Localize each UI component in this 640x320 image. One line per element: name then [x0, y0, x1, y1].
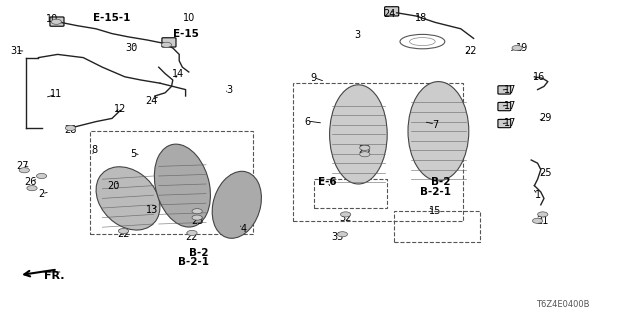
Text: 15: 15: [429, 206, 442, 216]
Text: 18: 18: [415, 12, 428, 23]
Circle shape: [161, 42, 172, 47]
Text: B-2-1: B-2-1: [178, 257, 209, 268]
Circle shape: [192, 215, 202, 220]
Text: 3: 3: [354, 30, 360, 40]
Text: 17: 17: [504, 100, 516, 111]
FancyBboxPatch shape: [498, 119, 511, 128]
Circle shape: [337, 232, 348, 237]
Text: E-15: E-15: [173, 28, 198, 39]
Text: 27: 27: [16, 161, 29, 172]
Text: 1: 1: [534, 190, 541, 200]
Circle shape: [192, 209, 202, 214]
Text: 25: 25: [539, 168, 552, 178]
Text: B-2: B-2: [431, 177, 450, 188]
Circle shape: [187, 230, 197, 236]
Circle shape: [538, 212, 548, 217]
Ellipse shape: [408, 82, 468, 181]
Text: 13: 13: [146, 204, 159, 215]
Circle shape: [118, 228, 129, 234]
Text: 10: 10: [46, 14, 59, 24]
Circle shape: [360, 152, 370, 157]
FancyBboxPatch shape: [498, 102, 511, 111]
Circle shape: [36, 173, 47, 179]
Text: 5: 5: [130, 148, 136, 159]
Circle shape: [27, 186, 37, 191]
Text: 23: 23: [358, 145, 371, 156]
Text: 10: 10: [182, 12, 195, 23]
Text: 17: 17: [504, 84, 516, 95]
Text: 31: 31: [10, 46, 22, 56]
Circle shape: [532, 218, 543, 223]
Text: 29: 29: [539, 113, 552, 124]
Text: 21: 21: [536, 216, 549, 226]
Text: 32: 32: [339, 212, 352, 223]
Text: 24: 24: [383, 9, 396, 20]
Ellipse shape: [330, 85, 387, 184]
Text: 23: 23: [191, 216, 204, 226]
Ellipse shape: [212, 171, 261, 238]
Circle shape: [512, 45, 522, 51]
Circle shape: [340, 212, 351, 217]
Text: B-2: B-2: [189, 248, 208, 258]
Bar: [293, 83, 463, 221]
Circle shape: [65, 125, 76, 131]
Bar: [314, 179, 387, 208]
Text: 22: 22: [117, 228, 130, 239]
Circle shape: [19, 168, 29, 173]
FancyBboxPatch shape: [50, 17, 64, 26]
Text: 11: 11: [50, 89, 63, 100]
Text: 22: 22: [186, 232, 198, 242]
Ellipse shape: [96, 167, 160, 230]
Text: E-6: E-6: [318, 177, 337, 188]
FancyBboxPatch shape: [162, 38, 176, 47]
Text: 9: 9: [310, 73, 317, 84]
Text: 19: 19: [515, 43, 528, 53]
Text: 7: 7: [432, 120, 438, 130]
Text: 16: 16: [532, 72, 545, 82]
Text: 8: 8: [92, 145, 98, 156]
Text: 12: 12: [114, 104, 127, 114]
Text: 4: 4: [240, 224, 246, 234]
Text: 20: 20: [108, 180, 120, 191]
Circle shape: [51, 19, 61, 24]
Bar: [394, 211, 480, 242]
FancyBboxPatch shape: [498, 86, 511, 94]
Text: E-15-1: E-15-1: [93, 12, 131, 23]
Text: 30: 30: [125, 43, 138, 53]
Text: 14: 14: [172, 68, 184, 79]
Text: 24: 24: [145, 96, 158, 106]
Text: 26: 26: [24, 177, 37, 188]
Text: 17: 17: [504, 118, 516, 128]
Text: B-2-1: B-2-1: [420, 187, 451, 197]
Circle shape: [360, 145, 370, 150]
FancyBboxPatch shape: [385, 7, 399, 16]
Text: 33: 33: [332, 232, 344, 242]
Text: 3: 3: [226, 84, 232, 95]
Bar: [90, 131, 253, 234]
Text: 28: 28: [64, 124, 77, 135]
Text: FR.: FR.: [44, 271, 65, 281]
Text: 6: 6: [304, 116, 310, 127]
Text: 2: 2: [38, 188, 45, 199]
Text: 22: 22: [464, 46, 477, 56]
Text: T6Z4E0400B: T6Z4E0400B: [536, 300, 590, 309]
Ellipse shape: [154, 144, 211, 227]
